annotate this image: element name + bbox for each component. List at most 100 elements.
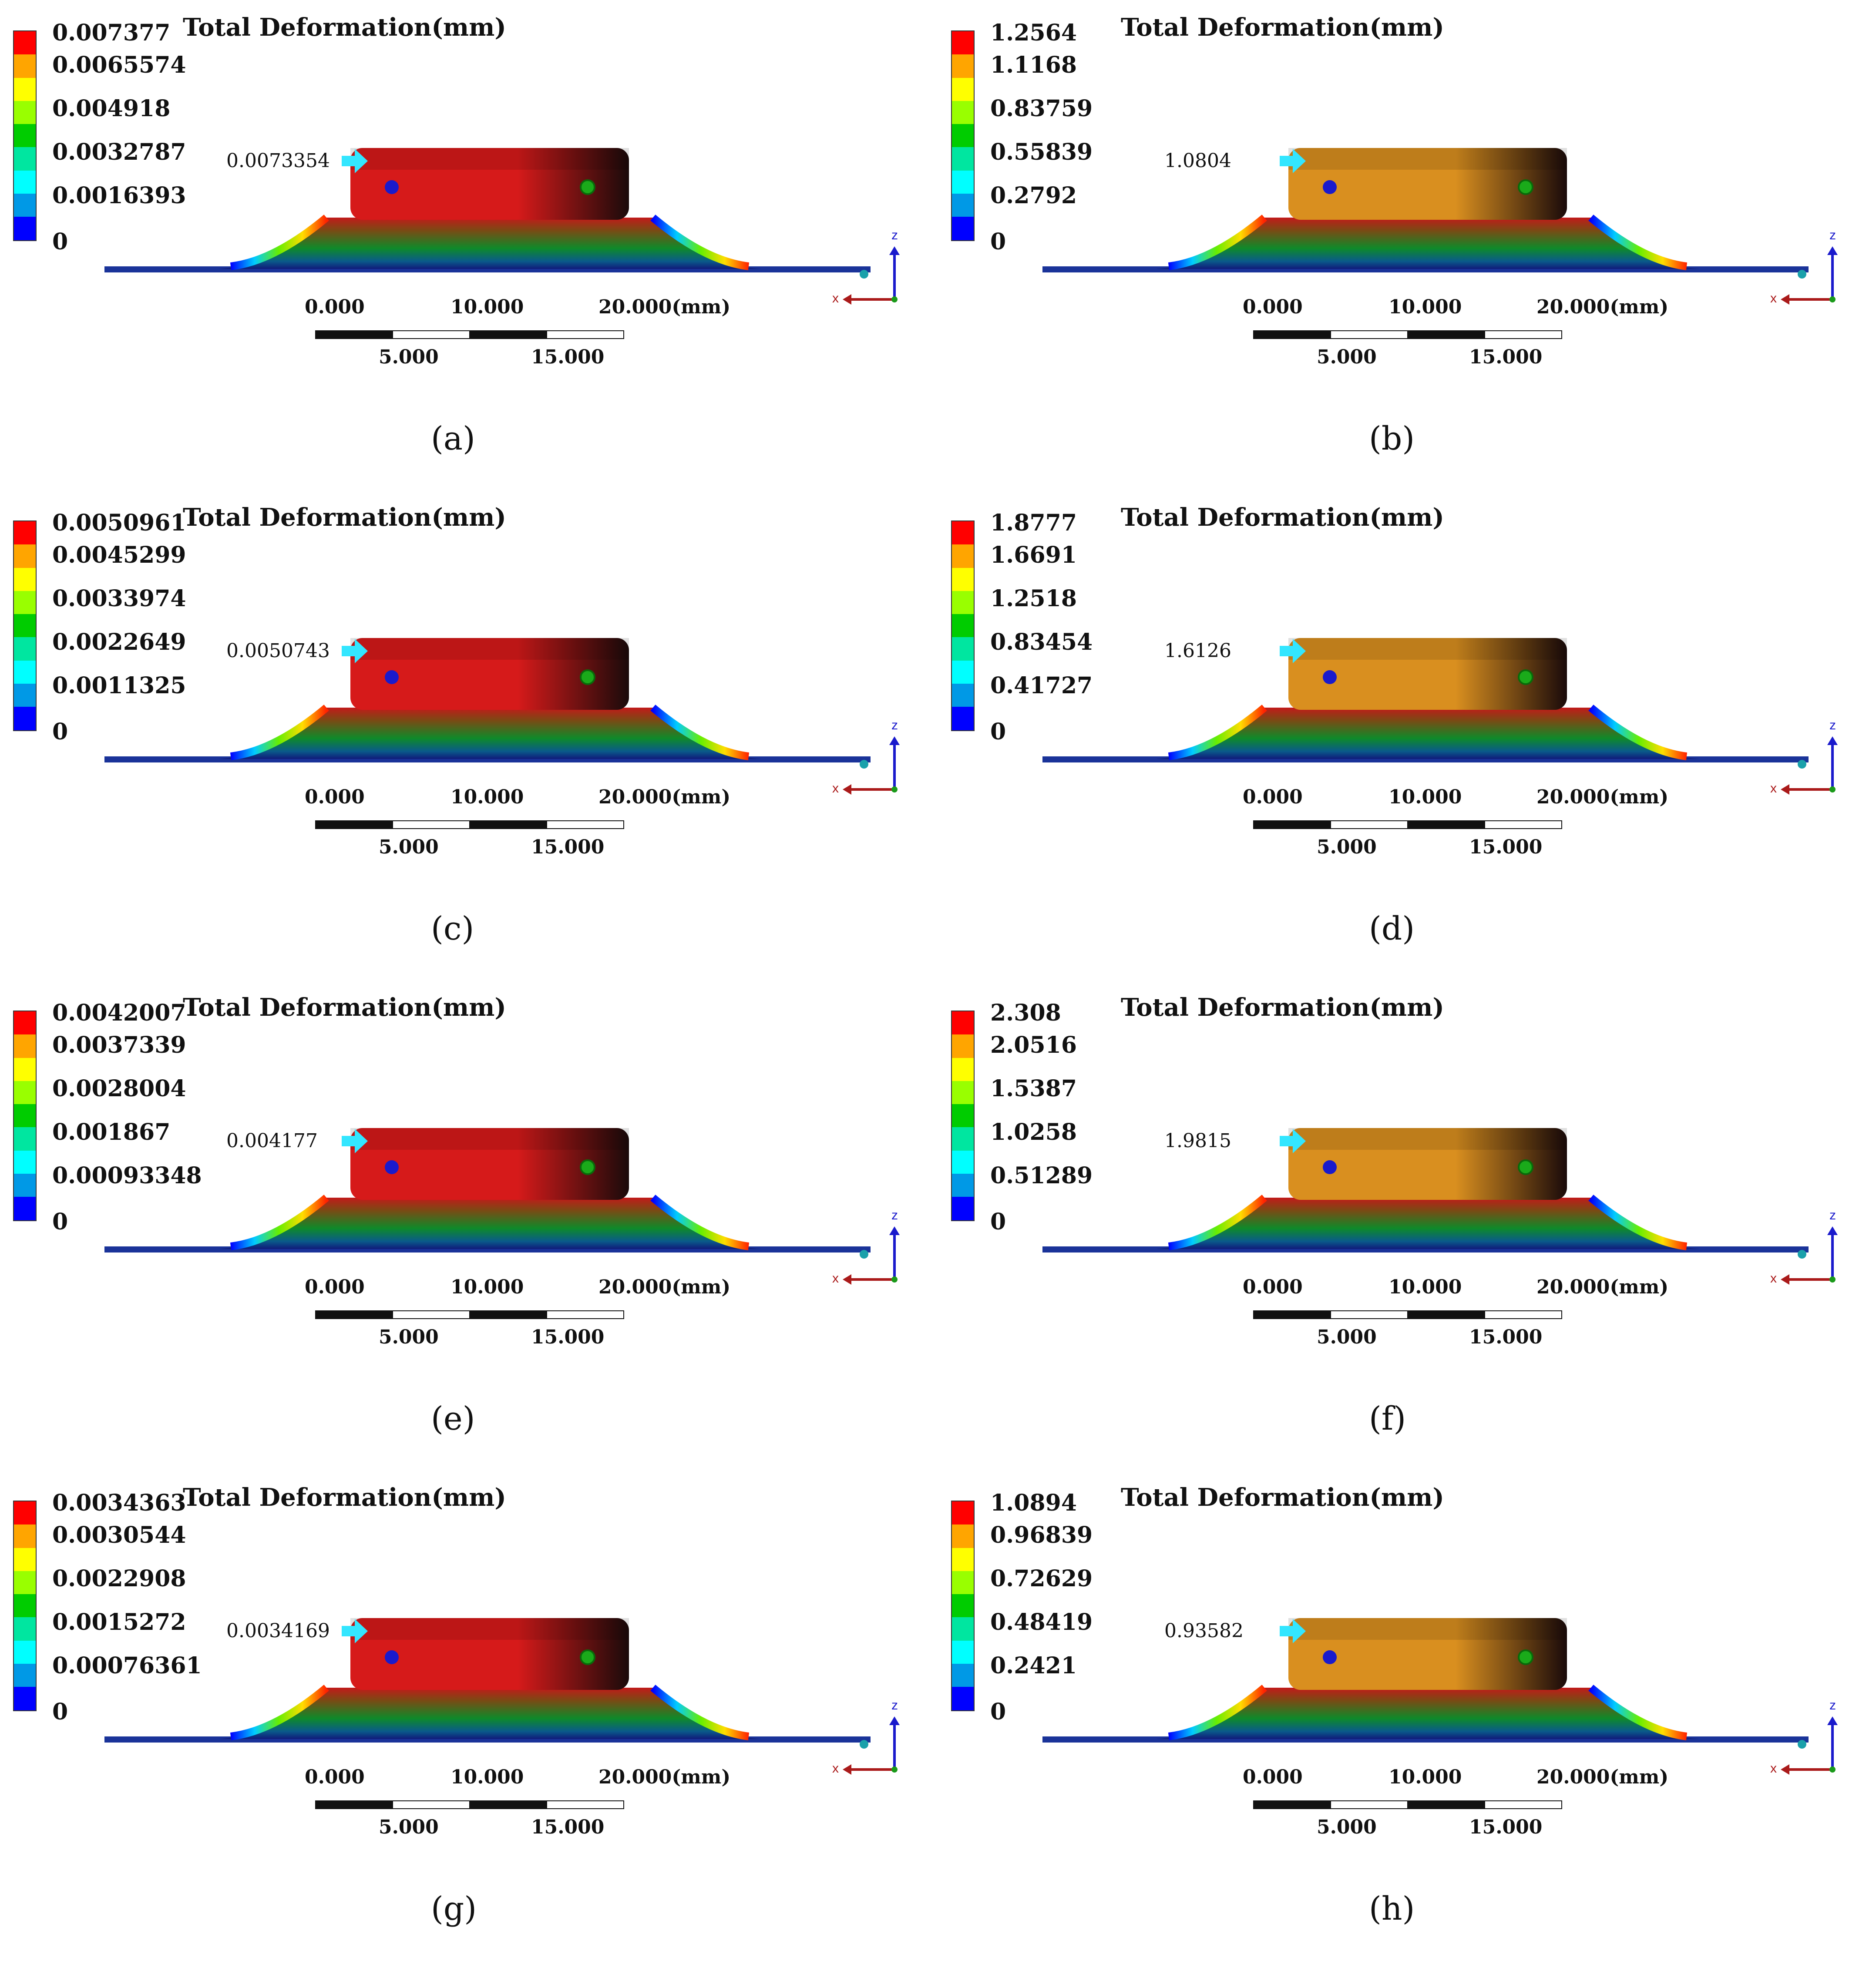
legend-value-3: 0.83759 [990, 95, 1093, 122]
legend-value-min: 0 [990, 228, 1006, 255]
scale-tick-20: 20.000(mm) [1536, 1766, 1669, 1788]
panel-caption: (g) [431, 1890, 477, 1927]
right-bolt [580, 1649, 595, 1665]
scale-bar-seg-1 [315, 330, 393, 339]
legend-swatch [952, 1058, 974, 1081]
legend-value-2: 0.96839 [990, 1522, 1093, 1548]
scale-tick-0: 0.000 [305, 786, 365, 808]
scale-bar-seg-3 [1407, 330, 1485, 339]
body-shadow [1288, 1618, 1567, 1640]
foundation-trapezoid [1156, 1688, 1700, 1739]
legend-swatch [14, 591, 36, 614]
scale-bar-seg-1 [1253, 330, 1331, 339]
node-marker-icon [1798, 1740, 1806, 1749]
scale-tick-0: 0.000 [1243, 1766, 1303, 1788]
probe-value: 1.9815 [1164, 1130, 1231, 1152]
deformed-body [350, 1618, 629, 1690]
legend-swatch [952, 660, 974, 684]
legend-value-3: 1.5387 [990, 1075, 1077, 1102]
scale-bar-seg-3 [469, 1800, 547, 1809]
legend-value-5: 0.0016393 [52, 182, 186, 209]
scale-tick-0: 0.000 [305, 296, 365, 318]
legend-swatch [952, 591, 974, 614]
legend-value-3: 0.0022908 [52, 1565, 186, 1592]
z-axis-arrowhead-icon [1827, 736, 1838, 745]
legend-swatch [952, 1104, 974, 1128]
probe-value: 0.0073354 [226, 150, 330, 172]
legend-swatch [14, 660, 36, 684]
legend-value-5: 0.2421 [990, 1652, 1077, 1679]
result-title: Total Deformation(mm) [1121, 503, 1444, 532]
color-legend: 1.0894 0.96839 0.72629 0.48419 0.2421 0 [951, 1492, 1143, 1723]
legend-value-3: 0.72629 [990, 1565, 1093, 1592]
legend-value-2: 0.0045299 [52, 542, 186, 568]
right-bolt [580, 179, 595, 195]
legend-value-max: 1.2564 [990, 20, 1077, 46]
legend-swatch [14, 1640, 36, 1664]
node-marker-icon [1798, 760, 1806, 769]
scale-tick-20: 20.000(mm) [598, 1276, 731, 1298]
panel-caption: (b) [1369, 420, 1415, 457]
node-marker-icon [1798, 270, 1806, 279]
deformation-panel: z x 1.0894 0.96839 0.72629 0.48419 [938, 1470, 1876, 1960]
legend-color-bar [951, 520, 975, 731]
scale-tick-20: 20.000(mm) [598, 1766, 731, 1788]
scale-tick-15: 15.000 [1469, 346, 1543, 368]
z-axis-arrowhead-icon [889, 246, 900, 255]
left-slope-edge [230, 1685, 329, 1740]
legend-swatch [952, 147, 974, 171]
x-axis-arrowhead-icon [843, 294, 851, 305]
color-legend: 2.308 2.0516 1.5387 1.0258 0.51289 0 [951, 1002, 1143, 1233]
deformed-body [350, 638, 629, 710]
probe-arrow-icon [342, 149, 368, 173]
scale-bar-seg-4 [1484, 820, 1562, 829]
deformed-body [1288, 148, 1567, 220]
z-axis-arrowhead-icon [1827, 246, 1838, 255]
left-slope-edge [1168, 1195, 1267, 1250]
foundation-trapezoid [1156, 218, 1700, 269]
deformation-panel: z x 0.0034363 0.0030544 0.0022908 0. [0, 1470, 938, 1960]
legend-swatch [14, 31, 36, 55]
foundation-trapezoid [218, 1688, 762, 1739]
foundation-trapezoid [218, 708, 762, 759]
legend-swatch [14, 1081, 36, 1105]
scale-bar-seg-2 [1330, 820, 1408, 829]
scale-bar-seg-4 [546, 1310, 624, 1319]
legend-value-5: 0.2792 [990, 182, 1077, 209]
legend-swatch [14, 684, 36, 707]
legend-swatch [14, 1104, 36, 1128]
color-legend: 0.007377 0.0065574 0.004918 0.0032787 0.… [13, 22, 205, 253]
legend-value-3: 0.004918 [52, 95, 171, 122]
legend-value-max: 0.0050961 [52, 510, 186, 536]
right-bolt [580, 1159, 595, 1175]
legend-swatch [14, 1127, 36, 1151]
left-bolt [1323, 1160, 1337, 1174]
fea-model-view: z x [1042, 1618, 1838, 1809]
x-axis-label: x [832, 1761, 839, 1776]
legend-color-bar [13, 30, 37, 241]
probe-arrow-icon [342, 639, 368, 663]
legend-swatch [14, 1594, 36, 1618]
legend-value-5: 0.41727 [990, 672, 1093, 699]
scale-tick-5: 5.000 [379, 346, 439, 368]
legend-swatch [952, 567, 974, 591]
scale-bar-seg-3 [469, 1310, 547, 1319]
scale-tick-15: 15.000 [1469, 1816, 1543, 1838]
scale-tick-0: 0.000 [1243, 1276, 1303, 1298]
scale-bar-seg-1 [315, 820, 393, 829]
panel-caption: (e) [431, 1400, 475, 1437]
axis-origin-icon [891, 296, 898, 302]
probe-arrow-icon [1280, 639, 1306, 663]
legend-value-2: 0.0037339 [52, 1032, 186, 1058]
scale-tick-5: 5.000 [1317, 1326, 1377, 1348]
scale-bar-seg-3 [469, 330, 547, 339]
fea-model-view: z x [104, 1618, 900, 1809]
legend-value-4: 0.83454 [990, 629, 1093, 655]
axis-origin-icon [1829, 1276, 1836, 1283]
legend-value-min: 0 [990, 1699, 1006, 1725]
scale-tick-10: 10.000 [1389, 296, 1462, 318]
legend-swatch [952, 101, 974, 124]
legend-value-min: 0 [52, 228, 68, 255]
legend-value-min: 0 [990, 1209, 1006, 1235]
scale-tick-15: 15.000 [1469, 836, 1543, 858]
